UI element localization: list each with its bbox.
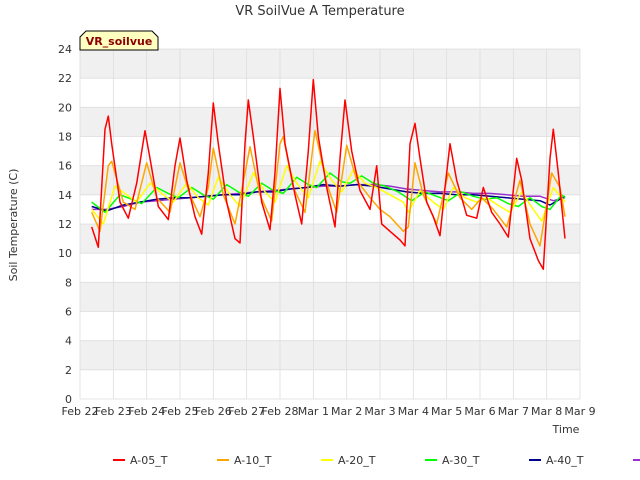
legend-label-a-30-t: A-30_T <box>442 454 480 467</box>
plot-band <box>80 224 580 254</box>
y-tick-label: 8 <box>65 276 72 289</box>
y-tick-label: 10 <box>58 247 72 260</box>
legend-label-a-20-t: A-20_T <box>338 454 376 467</box>
plot-band <box>80 340 580 370</box>
series-line-a-05-t <box>90 78 566 270</box>
x-tick-label: Mar 4 <box>398 405 429 418</box>
y-tick-label: 12 <box>58 218 72 231</box>
x-tick-label: Mar 3 <box>364 405 395 418</box>
y-tick-label: 2 <box>65 364 72 377</box>
plot-band <box>80 49 580 79</box>
plot-band <box>80 107 580 137</box>
x-tick-label: Feb 26 <box>195 405 232 418</box>
x-tick-label: Feb 28 <box>262 405 299 418</box>
x-tick-label: Feb 27 <box>228 405 265 418</box>
x-tick-label: Mar 8 <box>531 405 562 418</box>
badge-box <box>79 30 159 51</box>
station-badge: VR_soilvue <box>79 30 159 51</box>
y-tick-label: 14 <box>58 189 72 202</box>
x-tick-label: Mar 7 <box>498 405 529 418</box>
x-tick-label: Feb 23 <box>95 405 132 418</box>
plot-band <box>80 165 580 195</box>
plot-background-bands <box>80 49 580 370</box>
y-tick-label: 4 <box>65 335 72 348</box>
x-tick-label: Feb 24 <box>128 405 165 418</box>
y-axis-label: Soil Temperature (C) <box>7 169 20 282</box>
y-tick-label: 20 <box>58 101 72 114</box>
x-tick-label: Mar 6 <box>464 405 495 418</box>
legend-label-a-05-t: A-05_T <box>130 454 168 467</box>
y-tick-label: 22 <box>58 72 72 85</box>
x-tick-label: Mar 1 <box>298 405 329 418</box>
legend: A-05_TA-10_TA-20_TA-30_TA-40_TA-50_T <box>113 454 640 467</box>
legend-label-a-40-t: A-40_T <box>546 454 584 467</box>
y-tick-label: 18 <box>58 131 72 144</box>
series-layer <box>90 78 566 270</box>
y-tick-label: 16 <box>58 160 72 173</box>
series-line-a-20-t <box>91 160 566 225</box>
x-tick-label: Mar 2 <box>331 405 362 418</box>
x-tick-label: Mar 9 <box>564 405 595 418</box>
grid-lines <box>79 48 581 400</box>
x-tick-label: Feb 25 <box>162 405 199 418</box>
badge-label: VR_soilvue <box>86 35 153 48</box>
x-tick-label: Mar 5 <box>431 405 462 418</box>
plot-band <box>80 282 580 312</box>
legend-label-a-10-t: A-10_T <box>234 454 272 467</box>
x-tick-label: Feb 22 <box>62 405 99 418</box>
y-tick-label: 0 <box>65 393 72 406</box>
y-tick-label: 6 <box>65 306 72 319</box>
y-tick-label: 24 <box>58 43 72 56</box>
chart-title: VR SoilVue A Temperature <box>235 4 404 19</box>
x-axis-label: Time <box>552 423 580 436</box>
